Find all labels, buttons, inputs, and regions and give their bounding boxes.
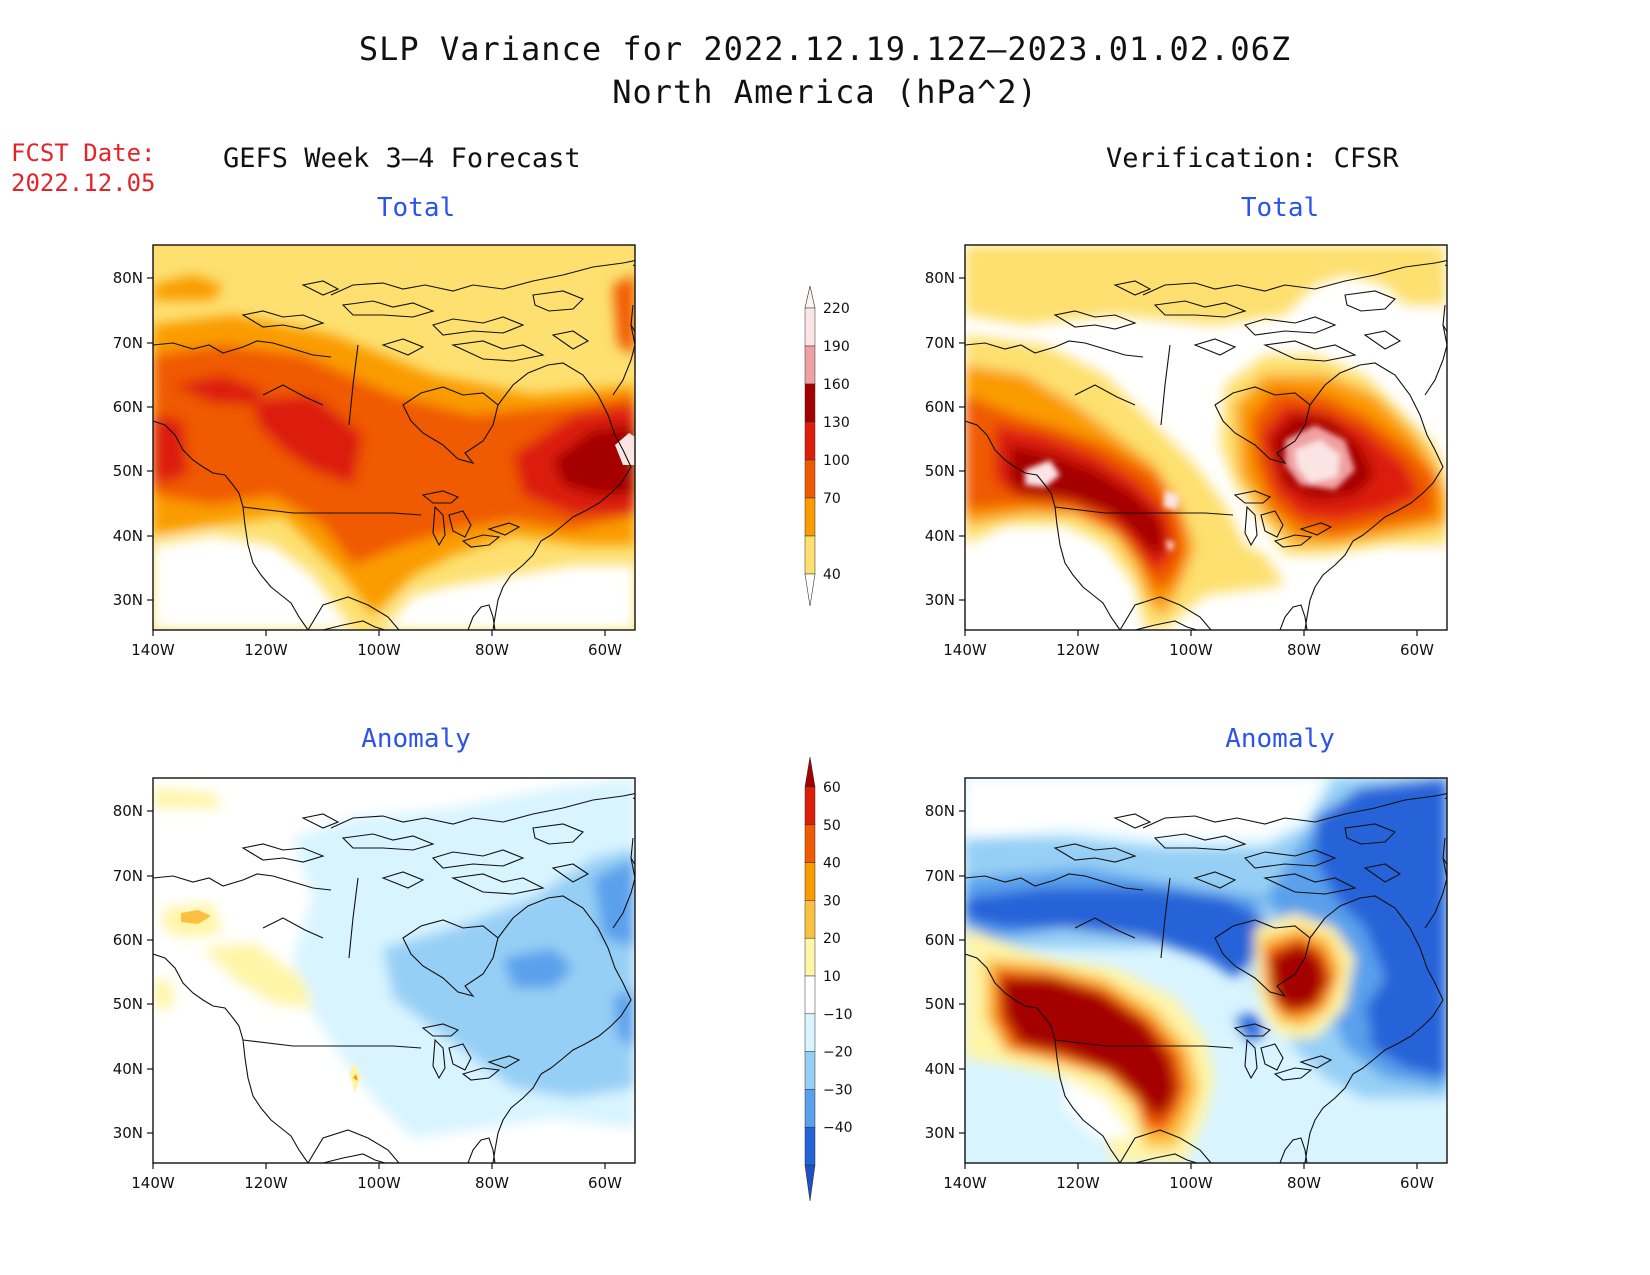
colorbar-swatch (804, 824, 816, 863)
colorbar-swatch (804, 862, 816, 901)
anomaly-colorbar: 60 50 40 30 20 10 −10 −20 −30 −40 (804, 756, 853, 1202)
map-forecast-total: 140W 120W 100W 80W 60W 80N 70N 60N 50N 40N 30N (113, 244, 636, 655)
lat-tick-label: 50N (925, 462, 955, 480)
lon-tick-label: 140W (131, 641, 175, 655)
lat-tick-label: 40N (925, 1060, 955, 1078)
lat-tick-label: 60N (925, 931, 955, 949)
map-verification-anomaly: 140W 120W 100W 80W 60W 80N 70N 60N 50N 40N 30N (925, 777, 1448, 1188)
lon-tick-label: 60W (1400, 641, 1434, 655)
colorbar-swatch (804, 535, 816, 575)
lat-tick-label: 30N (113, 591, 143, 609)
lon-tick-label: 140W (131, 1174, 175, 1188)
lon-tick-label: 120W (244, 1174, 288, 1188)
colorbar-swatch (804, 345, 816, 385)
colorbar-swatch (804, 459, 816, 499)
lon-tick-label: 80W (475, 1174, 509, 1188)
lon-tick-label: 100W (357, 1174, 401, 1188)
colorbar-label: 10 (823, 969, 841, 985)
lat-tick-label: 30N (925, 591, 955, 609)
lat-tick-label: 60N (113, 931, 143, 949)
lon-tick-label: 140W (943, 1174, 987, 1188)
colorbar-swatch (804, 786, 816, 826)
lat-tick-label: 40N (113, 527, 143, 545)
colorbar-bottom-cap (804, 1164, 816, 1202)
lat-tick-label: 70N (925, 867, 955, 885)
panel-title-bottom-left: Anomaly (361, 724, 471, 754)
lat-tick-label: 30N (925, 1124, 955, 1142)
lon-tick-label: 60W (588, 641, 622, 655)
left-column-header: GEFS Week 3–4 Forecast (223, 143, 581, 174)
lat-tick-label: 80N (925, 269, 955, 287)
lon-tick-label: 140W (943, 641, 987, 655)
lat-tick-label: 60N (113, 398, 143, 416)
sub-title: North America (hPa^2) (612, 73, 1038, 111)
panel-title-top-right: Total (1240, 193, 1320, 223)
colorbar-label: 50 (823, 818, 841, 834)
colorbar-swatch (804, 421, 816, 461)
lon-tick-label: 80W (1287, 1174, 1321, 1188)
colorbar-label: 70 (823, 491, 841, 507)
colorbar-swatch (804, 497, 816, 537)
right-column-header: Verification: CFSR (1106, 143, 1399, 174)
lat-tick-label: 50N (113, 462, 143, 480)
colorbar-label: −20 (823, 1045, 853, 1061)
map-forecast-anomaly: 140W 120W 100W 80W 60W 80N 70N 60N 50N 40N 30N (113, 777, 636, 1188)
colorbar-label: 20 (823, 931, 841, 947)
colorbar-top-cap (804, 756, 816, 788)
lon-tick-label: 120W (244, 641, 288, 655)
colorbar-swatch (804, 1126, 816, 1166)
lon-tick-label: 100W (1169, 641, 1213, 655)
colorbar-swatch (804, 1089, 816, 1128)
colorbar-top-cap (804, 285, 816, 309)
colorbar-swatch (804, 1013, 816, 1052)
colorbar-swatch (804, 307, 816, 347)
lat-tick-label: 80N (113, 802, 143, 820)
lat-tick-label: 70N (113, 867, 143, 885)
colorbar-swatch (804, 383, 816, 423)
panel-title-top-left: Total (376, 193, 456, 223)
lon-tick-label: 100W (1169, 1174, 1213, 1188)
colorbar-label: 130 (823, 415, 850, 431)
lon-tick-label: 120W (1056, 1174, 1100, 1188)
map-verification-total: 140W 120W 100W 80W 60W 80N 70N 60N 50N 40N 30N (925, 244, 1448, 655)
panel-title-bottom-right: Anomaly (1225, 724, 1335, 754)
lat-tick-label: 30N (113, 1124, 143, 1142)
colorbar-bottom-cap (804, 573, 816, 607)
lon-tick-label: 120W (1056, 641, 1100, 655)
lon-tick-label: 100W (357, 641, 401, 655)
colorbar-label: 190 (823, 339, 850, 355)
colorbar-label: 60 (823, 780, 841, 796)
lat-tick-label: 60N (925, 398, 955, 416)
fcst-date-label: FCST Date: (11, 139, 156, 167)
lat-tick-label: 50N (113, 995, 143, 1013)
colorbar-label: −30 (823, 1082, 853, 1098)
lat-tick-label: 50N (925, 995, 955, 1013)
colorbar-label: 220 (823, 301, 850, 317)
colorbar-label: 40 (823, 567, 841, 583)
total-colorbar: 220 190 160 130 100 70 40 (804, 285, 850, 607)
colorbar-swatch (804, 900, 816, 939)
lat-tick-label: 40N (925, 527, 955, 545)
lat-tick-label: 70N (113, 334, 143, 352)
lon-tick-label: 60W (1400, 1174, 1434, 1188)
lat-tick-label: 40N (113, 1060, 143, 1078)
lat-tick-label: 80N (113, 269, 143, 287)
lon-tick-label: 80W (1287, 641, 1321, 655)
colorbar-label: 40 (823, 856, 841, 872)
colorbar-label: −40 (823, 1120, 853, 1136)
lat-tick-label: 70N (925, 334, 955, 352)
lat-tick-label: 80N (925, 802, 955, 820)
colorbar-swatch (804, 937, 816, 977)
lon-tick-label: 60W (588, 1174, 622, 1188)
colorbar-label: 100 (823, 453, 850, 469)
lon-tick-label: 80W (475, 641, 509, 655)
colorbar-swatch (804, 1051, 816, 1090)
main-title: SLP Variance for 2022.12.19.12Z–2023.01.… (358, 30, 1292, 68)
colorbar-swatch (804, 975, 816, 1015)
fcst-date-value: 2022.12.05 (11, 169, 156, 197)
colorbar-label: −10 (823, 1007, 853, 1023)
colorbar-label: 160 (823, 377, 850, 393)
colorbar-label: 30 (823, 893, 841, 909)
